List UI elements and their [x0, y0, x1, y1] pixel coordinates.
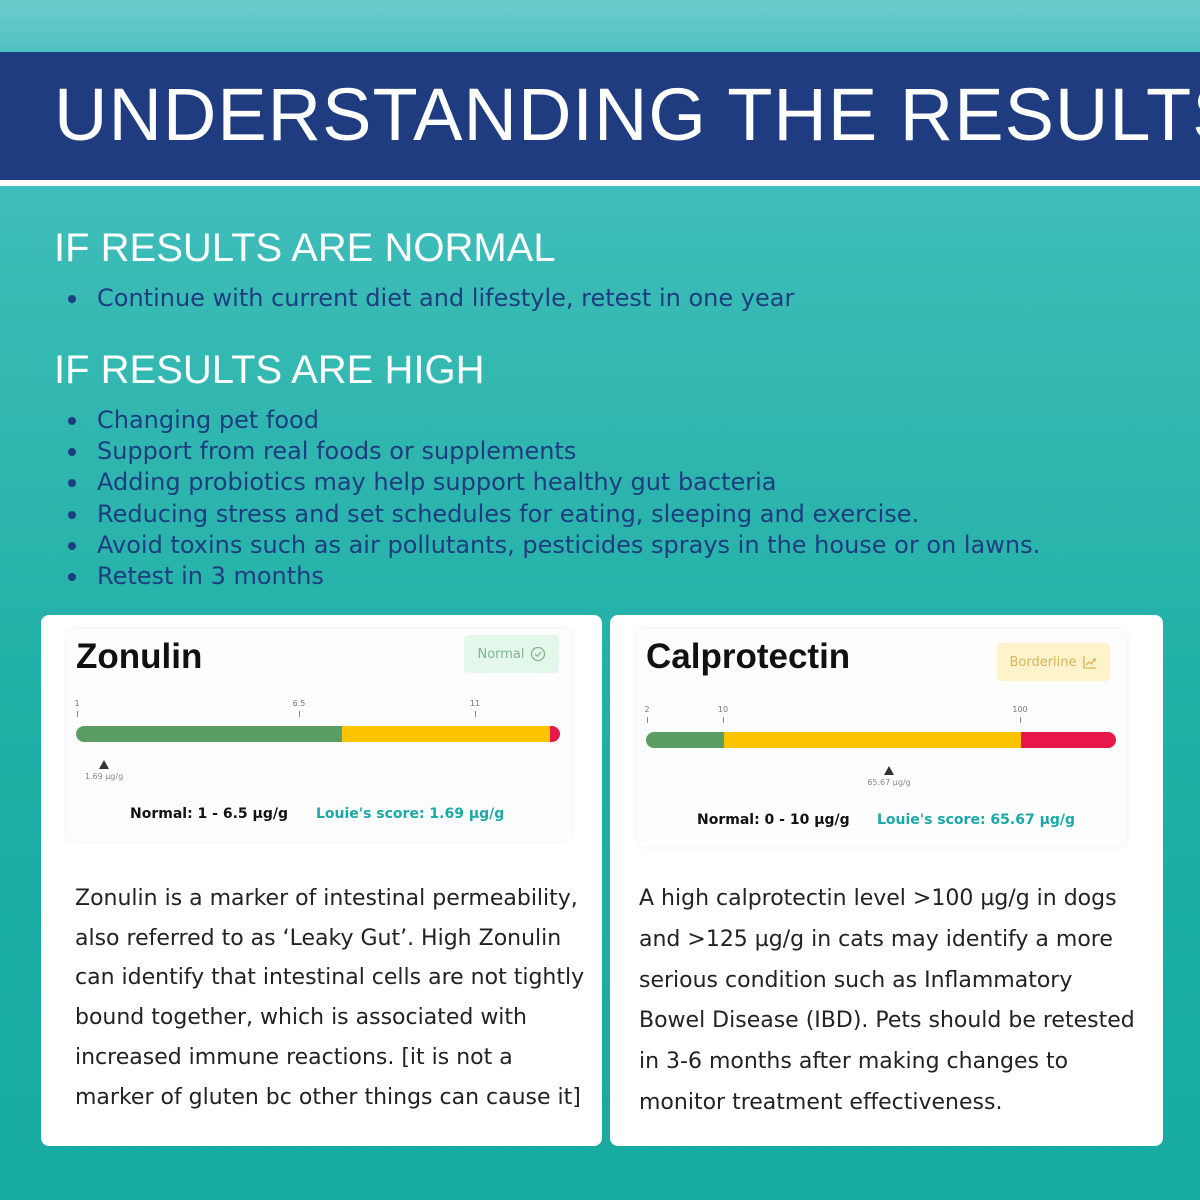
- tick-label: 1: [74, 699, 80, 708]
- calprotectin-card: Calprotectin Borderline 2 10 100 65.67 µ…: [610, 615, 1163, 1146]
- tick-label: 100: [1012, 705, 1028, 714]
- zonulin-range-bar: [76, 726, 560, 742]
- tick-label: 2: [644, 705, 650, 714]
- zonulin-score: Louie's score: 1.69 µg/g: [316, 806, 505, 822]
- bullet-dot-icon: [68, 448, 76, 457]
- list-item: Retest in 3 months: [66, 561, 1040, 592]
- normal-results-list: Continue with current diet and lifestyle…: [66, 283, 794, 314]
- range-segment-green: [76, 726, 343, 742]
- normal-results-heading: IF RESULTS ARE NORMAL: [54, 226, 556, 270]
- tick-mark: [1020, 717, 1021, 723]
- zonulin-title: Zonulin: [76, 637, 203, 676]
- list-item: Changing pet food: [66, 405, 1040, 436]
- range-segment-red: [1020, 732, 1116, 748]
- calprotectin-description: A high calprotectin level >100 µg/g in d…: [639, 886, 1135, 1115]
- bullet-dot-icon: [68, 295, 76, 303]
- bullet-dot-icon: [68, 510, 76, 519]
- page-title: UNDERSTANDING THE RESULTS: [54, 73, 1200, 156]
- status-badge-borderline: Borderline: [997, 643, 1110, 681]
- zonulin-result-panel: Zonulin Normal 1 6.5 11 1.69 µg/g Normal…: [67, 629, 571, 841]
- zonulin-description: Zonulin is a marker of intestinal permea…: [75, 886, 585, 1110]
- range-segment-red: [550, 726, 560, 742]
- tick-mark: [299, 711, 300, 717]
- list-item: Support from real foods or supplements: [66, 436, 1040, 467]
- calprotectin-normal-range: Normal: 0 - 10 µg/g: [697, 812, 850, 828]
- score-marker-label: 65.67 µg/g: [867, 778, 911, 787]
- range-segment-yellow: [724, 732, 1021, 748]
- score-marker-label: 1.69 µg/g: [84, 772, 124, 781]
- bullet-dot-icon: [68, 479, 76, 488]
- list-item: Avoid toxins such as air pollutants, pes…: [66, 530, 1040, 561]
- zonulin-normal-range: Normal: 1 - 6.5 µg/g: [130, 806, 288, 822]
- tick-mark: [647, 717, 648, 723]
- check-circle-icon: [530, 646, 545, 662]
- bullet-dot-icon: [68, 541, 76, 550]
- range-segment-yellow: [342, 726, 551, 742]
- bullet-dot-icon: [68, 573, 76, 582]
- list-item: Continue with current diet and lifestyle…: [66, 283, 794, 314]
- trend-up-icon: [1082, 656, 1096, 669]
- bullet-dot-icon: [68, 417, 76, 425]
- tick-mark: [77, 711, 78, 717]
- calprotectin-title: Calprotectin: [646, 637, 851, 676]
- zonulin-card: Zonulin Normal 1 6.5 11 1.69 µg/g Normal…: [41, 615, 602, 1146]
- range-segment-green: [646, 732, 725, 748]
- high-results-list: Changing pet food Support from real food…: [66, 405, 1040, 592]
- calprotectin-score: Louie's score: 65.67 µg/g: [877, 812, 1076, 828]
- score-marker-icon: [884, 766, 894, 775]
- top-strip: [0, 0, 1200, 50]
- calprotectin-range-bar: [646, 732, 1116, 748]
- list-item: Reducing stress and set schedules for ea…: [66, 499, 1040, 530]
- tick-label: 6.5: [292, 699, 306, 708]
- list-item: Adding probiotics may help support healt…: [66, 467, 1040, 498]
- tick-mark: [723, 717, 724, 723]
- calprotectin-result-panel: Calprotectin Borderline 2 10 100 65.67 µ…: [637, 629, 1127, 847]
- score-marker-icon: [99, 760, 109, 769]
- tick-label: 11: [469, 699, 481, 708]
- title-banner: UNDERSTANDING THE RESULTS: [0, 52, 1200, 186]
- status-badge-normal: Normal: [464, 635, 559, 673]
- tick-mark: [475, 711, 476, 717]
- high-results-heading: IF RESULTS ARE HIGH: [54, 348, 485, 392]
- tick-label: 10: [717, 705, 729, 714]
